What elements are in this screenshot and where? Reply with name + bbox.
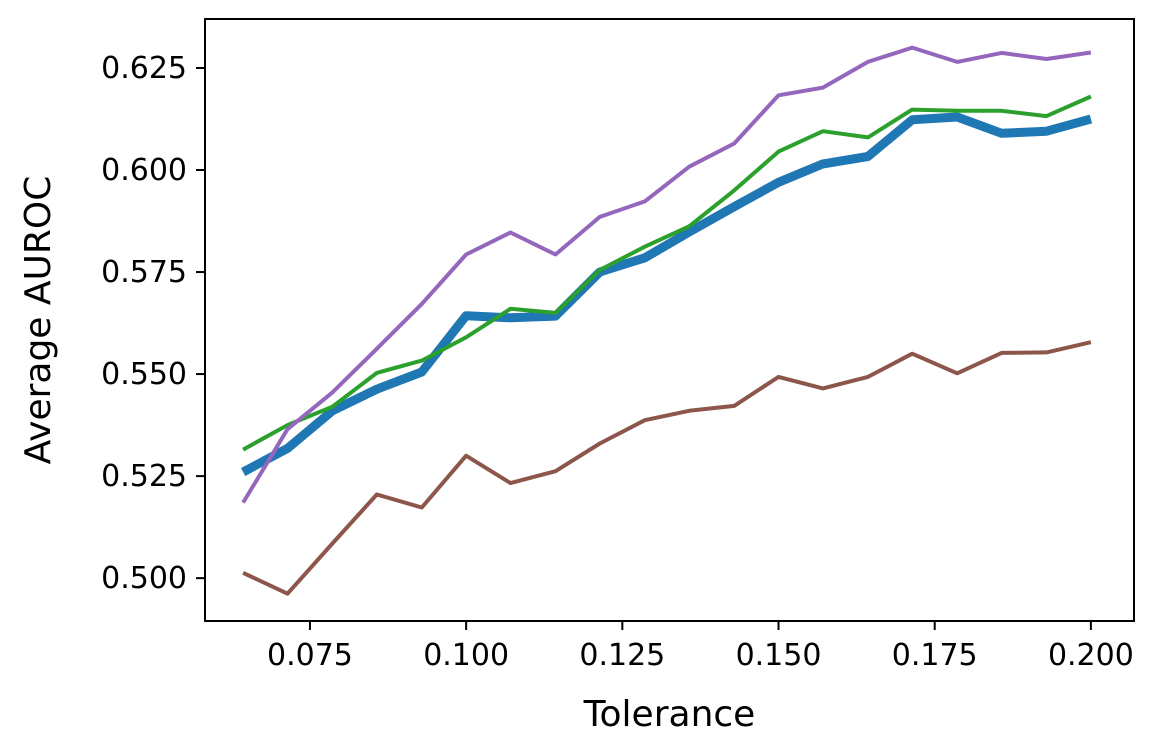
x-axis-ticks: 0.075 0.100 0.125 0.150 0.175 0.200 — [267, 621, 1134, 673]
y-axis-ticks: 0.500 0.525 0.550 0.575 0.600 0.625 — [101, 51, 205, 596]
x-axis-label: Tolerance — [583, 694, 756, 735]
series-line-4 — [242, 340, 1092, 596]
series-line-2 — [242, 94, 1092, 452]
x-tick-label: 0.150 — [736, 638, 822, 673]
x-tick-label: 0.100 — [423, 638, 509, 673]
y-tick-label: 0.500 — [101, 561, 187, 596]
y-tick-label: 0.625 — [101, 51, 187, 86]
y-axis-label: Average AUROC — [18, 176, 59, 465]
x-tick-label: 0.175 — [892, 638, 978, 673]
x-tick-label: 0.200 — [1048, 638, 1134, 673]
y-tick-label: 0.600 — [101, 153, 187, 188]
plot-frame — [204, 18, 1135, 622]
x-tick-label: 0.125 — [579, 638, 665, 673]
y-tick-label: 0.550 — [101, 357, 187, 392]
x-tick-label: 0.075 — [267, 638, 353, 673]
series-layer — [240, 45, 1093, 596]
y-tick-label: 0.575 — [101, 255, 187, 290]
series-line-3 — [241, 45, 1092, 504]
series-line-1 — [240, 112, 1093, 476]
y-tick-label: 0.525 — [101, 459, 187, 494]
